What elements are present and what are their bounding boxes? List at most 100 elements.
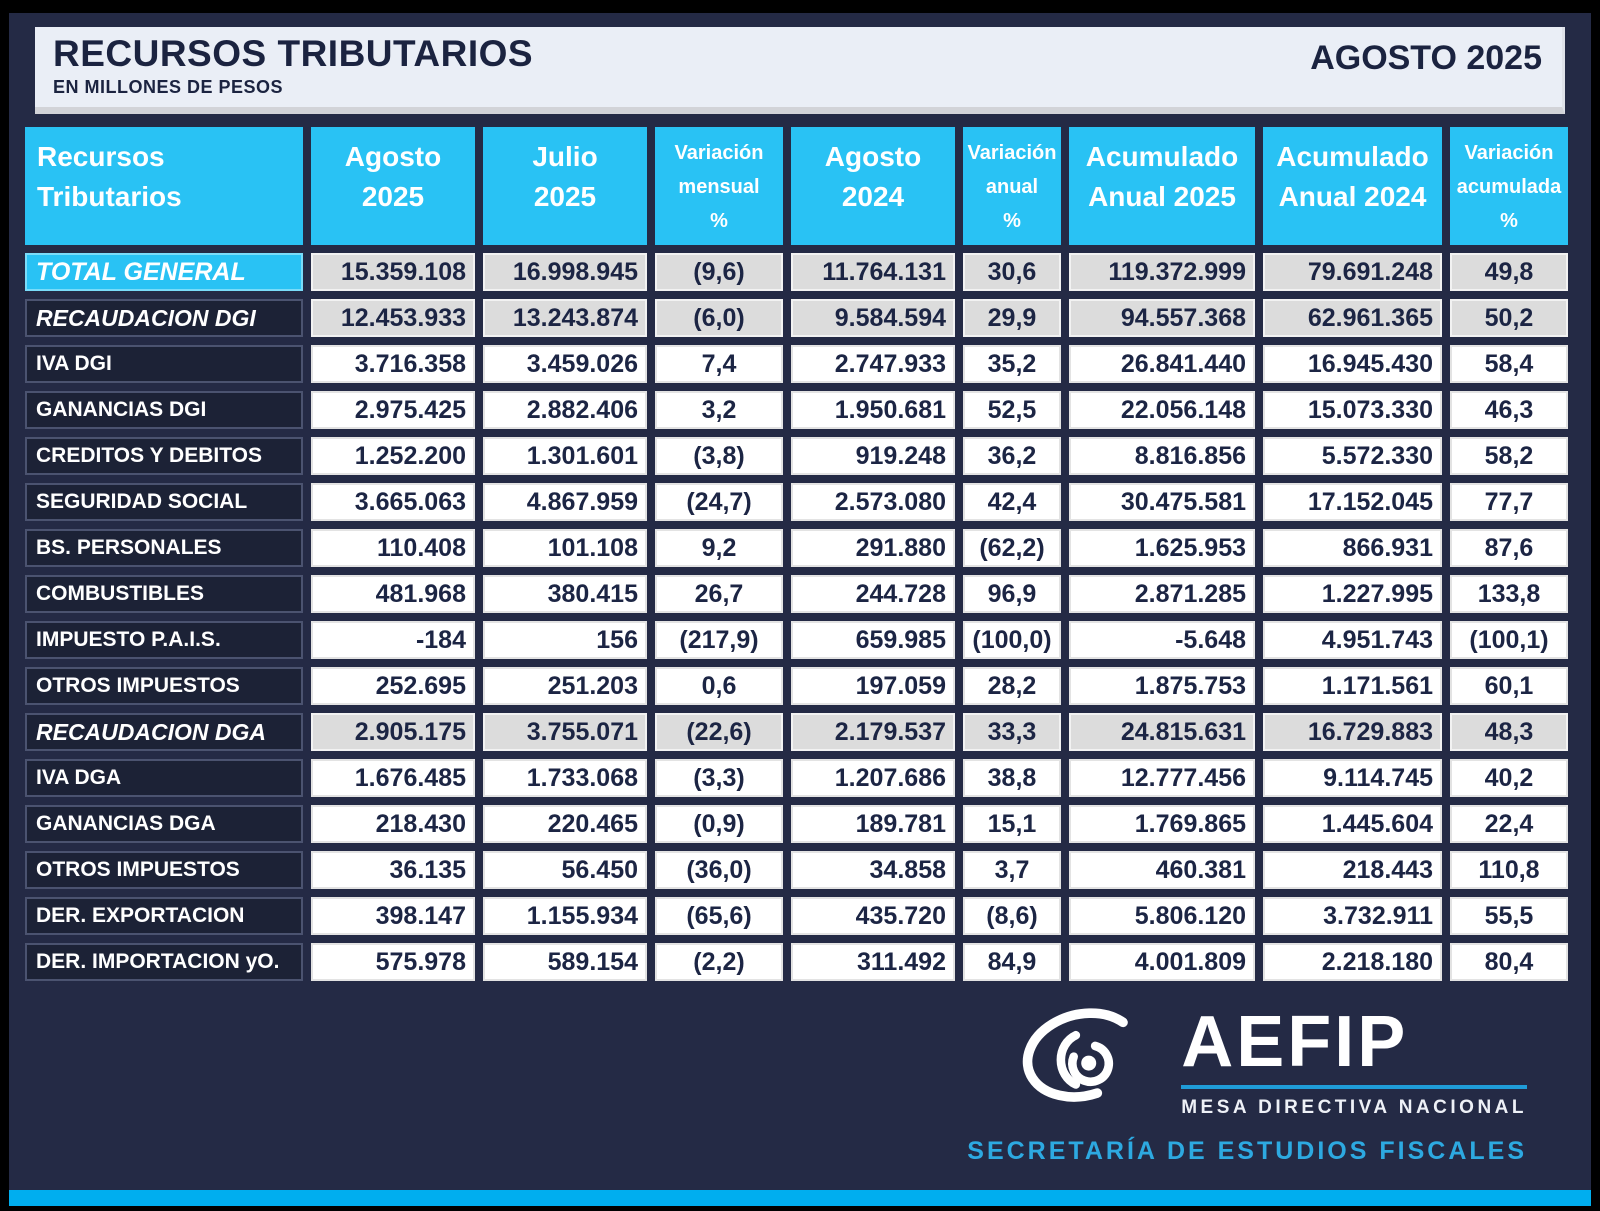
value-cell: 49,8 — [1450, 253, 1568, 291]
row-label: RECAUDACION DGI — [25, 299, 303, 337]
value-cell: 84,9 — [963, 943, 1061, 981]
footer: AEFIP MESA DIRECTIVA NACIONAL SECRETARÍA… — [9, 1003, 1591, 1166]
value-cell: (3,3) — [655, 759, 783, 797]
value-cell: (100,1) — [1450, 621, 1568, 659]
column-header-agosto-2024: Agosto 2024 — [791, 127, 955, 245]
value-cell: 60,1 — [1450, 667, 1568, 705]
eye-pupil — [1081, 1055, 1097, 1071]
value-cell: 110,8 — [1450, 851, 1568, 889]
value-cell: 4.951.743 — [1263, 621, 1442, 659]
value-cell: 40,2 — [1450, 759, 1568, 797]
report-page: RECURSOS TRIBUTARIOS EN MILLONES DE PESO… — [9, 13, 1591, 1206]
value-cell: (6,0) — [655, 299, 783, 337]
value-cell: 29,9 — [963, 299, 1061, 337]
column-header-variacion-anual-pct: Variación anual% — [963, 127, 1061, 245]
bottom-accent-bar — [9, 1190, 1591, 1206]
value-cell: 4.001.809 — [1069, 943, 1255, 981]
row-label: RECAUDACION DGA — [25, 713, 303, 751]
value-cell: 3,7 — [963, 851, 1061, 889]
value-cell: 34.858 — [791, 851, 955, 889]
value-cell: 3.755.071 — [483, 713, 647, 751]
value-cell: 30.475.581 — [1069, 483, 1255, 521]
value-cell: 9,2 — [655, 529, 783, 567]
value-cell: 12.453.933 — [311, 299, 475, 337]
value-cell: (36,0) — [655, 851, 783, 889]
value-cell: 46,3 — [1450, 391, 1568, 429]
value-cell: 2.218.180 — [1263, 943, 1442, 981]
value-cell: (8,6) — [963, 897, 1061, 935]
title-banner: RECURSOS TRIBUTARIOS EN MILLONES DE PESO… — [35, 27, 1565, 114]
value-cell: 48,3 — [1450, 713, 1568, 751]
row-label: CREDITOS Y DEBITOS — [25, 437, 303, 475]
value-cell: 460.381 — [1069, 851, 1255, 889]
column-header-julio-2025: Julio 2025 — [483, 127, 647, 245]
value-cell: 87,6 — [1450, 529, 1568, 567]
value-cell: 218.430 — [311, 805, 475, 843]
value-cell: 244.728 — [791, 575, 955, 613]
value-cell: 13.243.874 — [483, 299, 647, 337]
value-cell: 0,6 — [655, 667, 783, 705]
value-cell: (9,6) — [655, 253, 783, 291]
value-cell: 56.450 — [483, 851, 647, 889]
value-cell: 26.841.440 — [1069, 345, 1255, 383]
value-cell: 96,9 — [963, 575, 1061, 613]
aefip-logo-block: AEFIP MESA DIRECTIVA NACIONAL — [1003, 1003, 1527, 1121]
value-cell: -184 — [311, 621, 475, 659]
value-cell: 220.465 — [483, 805, 647, 843]
value-cell: 94.557.368 — [1069, 299, 1255, 337]
value-cell: 1.950.681 — [791, 391, 955, 429]
value-cell: 252.695 — [311, 667, 475, 705]
value-cell: 42,4 — [963, 483, 1061, 521]
value-cell: (24,7) — [655, 483, 783, 521]
row-label: OTROS IMPUESTOS — [25, 667, 303, 705]
value-cell: 1.301.601 — [483, 437, 647, 475]
value-cell: (62,2) — [963, 529, 1061, 567]
value-cell: 33,3 — [963, 713, 1061, 751]
value-cell: (0,9) — [655, 805, 783, 843]
column-header-variacion-acumulada-pct: Variación acumulada% — [1450, 127, 1568, 245]
row-label: GANANCIAS DGA — [25, 805, 303, 843]
value-cell: 251.203 — [483, 667, 647, 705]
value-cell: 1.875.753 — [1069, 667, 1255, 705]
value-cell: 2.179.537 — [791, 713, 955, 751]
value-cell: 38,8 — [963, 759, 1061, 797]
row-label: COMBUSTIBLES — [25, 575, 303, 613]
value-cell: 16.945.430 — [1263, 345, 1442, 383]
value-cell: 1.252.200 — [311, 437, 475, 475]
row-label: DER. EXPORTACION — [25, 897, 303, 935]
value-cell: 11.764.131 — [791, 253, 955, 291]
value-cell: 80,4 — [1450, 943, 1568, 981]
tax-revenue-table: Recursos Tributarios Agosto 2025 Julio 2025 Va… — [9, 127, 1591, 981]
value-cell: 17.152.045 — [1263, 483, 1442, 521]
secretariat-label: SECRETARÍA DE ESTUDIOS FISCALES — [967, 1137, 1527, 1165]
value-cell: 197.059 — [791, 667, 955, 705]
row-label: DER. IMPORTACION yO. — [25, 943, 303, 981]
value-cell: 8.816.856 — [1069, 437, 1255, 475]
value-cell: 16.998.945 — [483, 253, 647, 291]
value-cell: 77,7 — [1450, 483, 1568, 521]
value-cell: 1.676.485 — [311, 759, 475, 797]
value-cell: 50,2 — [1450, 299, 1568, 337]
title-block: RECURSOS TRIBUTARIOS EN MILLONES DE PESO… — [53, 34, 533, 98]
value-cell: 5.806.120 — [1069, 897, 1255, 935]
value-cell: 30,6 — [963, 253, 1061, 291]
value-cell: (2,2) — [655, 943, 783, 981]
value-cell: 2.573.080 — [791, 483, 955, 521]
page-subtitle: EN MILLONES DE PESOS — [53, 76, 284, 97]
value-cell: 2.882.406 — [483, 391, 647, 429]
value-cell: 7,4 — [655, 345, 783, 383]
value-cell: 156 — [483, 621, 647, 659]
value-cell: 9.114.745 — [1263, 759, 1442, 797]
column-header-agosto-2025: Agosto 2025 — [311, 127, 475, 245]
value-cell: 380.415 — [483, 575, 647, 613]
value-cell: 9.584.594 — [791, 299, 955, 337]
value-cell: (3,8) — [655, 437, 783, 475]
value-cell: 3.732.911 — [1263, 897, 1442, 935]
value-cell: 2.905.175 — [311, 713, 475, 751]
value-cell: 2.871.285 — [1069, 575, 1255, 613]
value-cell: 79.691.248 — [1263, 253, 1442, 291]
value-cell: 1.733.068 — [483, 759, 647, 797]
value-cell: 55,5 — [1450, 897, 1568, 935]
value-cell: 1.625.953 — [1069, 529, 1255, 567]
value-cell: 26,7 — [655, 575, 783, 613]
